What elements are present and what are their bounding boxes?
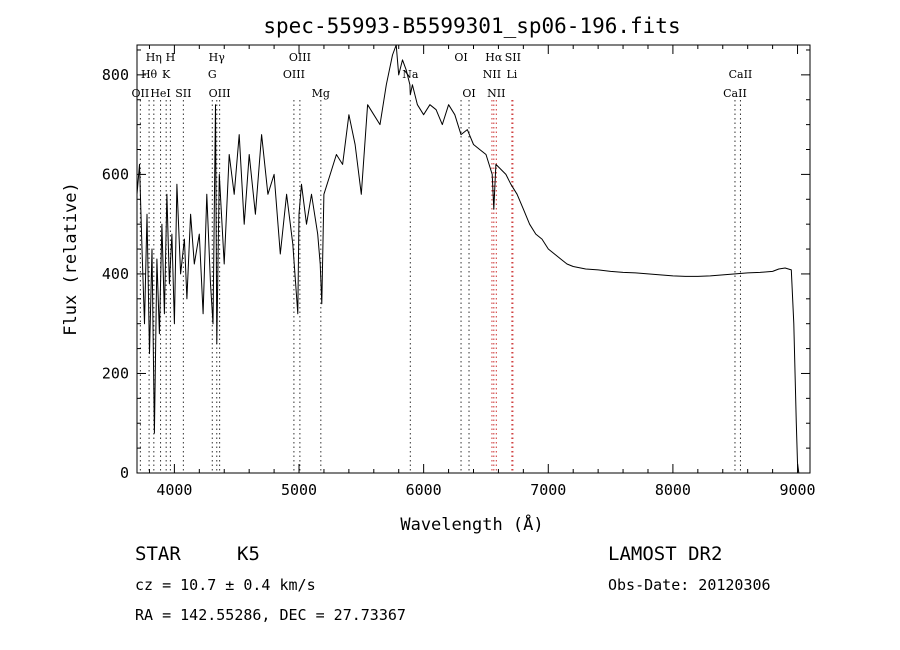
x-tick-label: 5000	[281, 481, 317, 499]
spectral-line-label: OI	[454, 51, 467, 64]
spectral-line-label: NII	[483, 68, 501, 81]
object-subclass: K5	[237, 543, 260, 565]
axes: 4000 5000 6000 7000 8000 9000 0 200 400 600 800	[102, 45, 816, 499]
observation-date: Obs-Date: 20120306	[608, 576, 771, 594]
spectral-line-label: OII	[132, 87, 150, 100]
y-tick-label: 200	[102, 364, 129, 382]
spectral-line-label: SII	[175, 87, 191, 100]
spectral-line-label: SII	[505, 51, 521, 64]
spectral-line-label: K	[162, 68, 171, 81]
x-tick-label: 4000	[156, 481, 192, 499]
spectral-line-label: Hθ	[141, 68, 158, 81]
spectral-line-label: OIII	[289, 51, 311, 64]
spectral-line-label: OIII	[209, 87, 231, 100]
spectral-line-label: Na	[402, 68, 419, 81]
redshift-readout: cz = 10.7 ± 0.4 km/s	[135, 576, 316, 594]
spectral-line-label: G	[208, 68, 217, 81]
chart-title: spec-55993-B5599301_sp06-196.fits	[263, 14, 680, 38]
plot-frame	[136, 44, 811, 474]
spectral-line-label: Li	[506, 68, 517, 81]
x-tick-label: 8000	[655, 481, 691, 499]
spectral-line-label: HeI	[150, 87, 170, 100]
series-layer	[136, 44, 800, 474]
x-tick-label: 6000	[406, 481, 442, 499]
x-axis-label: Wavelength (Å)	[400, 513, 543, 535]
spectral-line-label: H	[166, 51, 176, 64]
spectral-line-label: OIII	[283, 68, 305, 81]
y-axis-label: Flux (relative)	[61, 182, 81, 336]
survey-name: LAMOST DR2	[608, 543, 722, 565]
x-tick-label: 7000	[530, 481, 566, 499]
spectral-line-label: Hα	[485, 51, 503, 64]
y-tick-label: 600	[102, 165, 129, 183]
coordinates-readout: RA = 142.55286, DEC = 27.73367	[135, 606, 406, 624]
spectral-line-label: Hγ	[209, 51, 226, 64]
object-class: STAR	[135, 543, 181, 565]
y-tick-label: 0	[120, 464, 129, 482]
spectral-line-label: Hη	[146, 51, 162, 64]
spectral-line-label: NII	[487, 87, 505, 100]
series-line-0	[136, 44, 800, 474]
spectral-line-label: Mg	[312, 87, 330, 100]
x-tick-label: 9000	[779, 481, 815, 499]
y-tick-label: 800	[102, 66, 129, 84]
spectral-line-label: CaII	[729, 68, 753, 81]
y-tick-label: 400	[102, 265, 129, 283]
spectral-line-label: CaII	[723, 87, 747, 100]
spectral-line-label: OI	[462, 87, 475, 100]
